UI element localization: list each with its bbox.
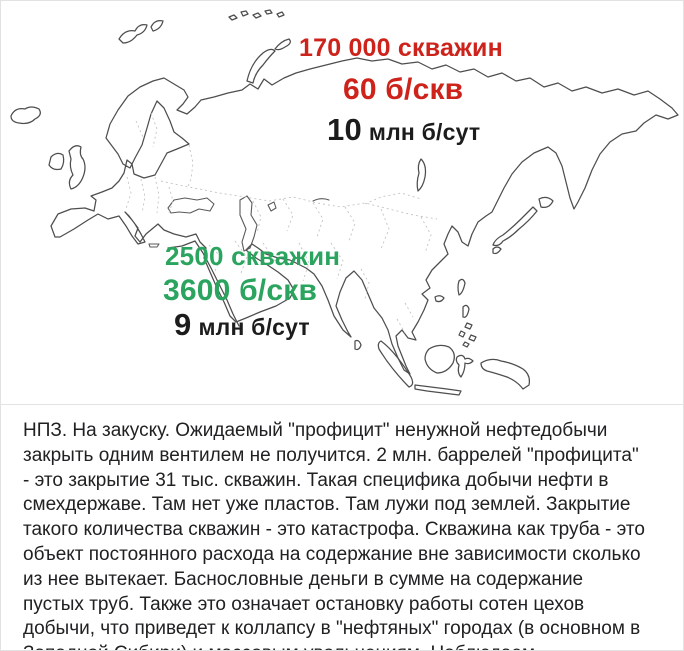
south-barrels-per-well-label: 3600 б/скв [163, 274, 318, 307]
south-daily-unit: млн б/сут [198, 314, 310, 340]
south-wells-count-label: 2500 скважин [165, 241, 341, 271]
north-daily-value: 10 [327, 112, 362, 147]
south-daily-value: 9 [174, 307, 192, 342]
eurasia-outline-map [10, 9, 679, 396]
south-daily-output-label: 9 млн б/сут [174, 307, 310, 342]
north-wells-count-label: 170 000 скважин [299, 34, 503, 62]
north-daily-output-label: 10 млн б/сут [327, 112, 481, 147]
north-barrels-per-well-label: 60 б/скв [343, 73, 464, 106]
post-text: НПЗ. На закуску. Ожидаемый "профицит" не… [23, 420, 645, 650]
eurasia-map-figure: 170 000 скважин 60 б/скв 10 млн б/сут 25… [1, 1, 683, 405]
north-daily-unit: млн б/сут [368, 119, 481, 145]
